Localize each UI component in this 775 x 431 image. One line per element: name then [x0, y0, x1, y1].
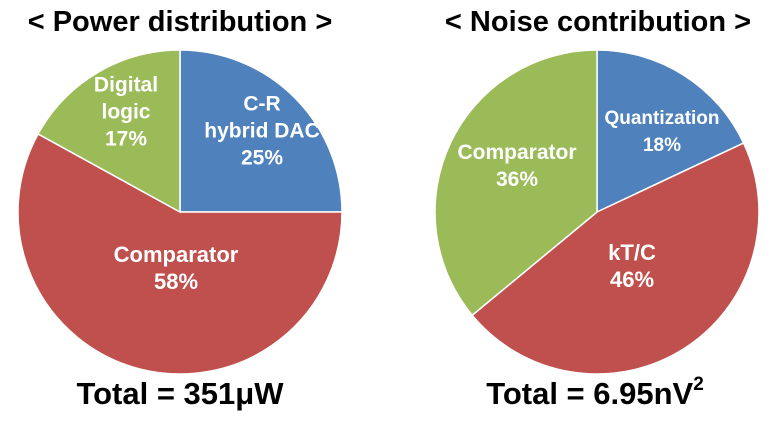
power-slice-0 — [179, 49, 343, 213]
power-slice-1 — [17, 132, 343, 375]
power-distribution-title: < Power distribution > — [27, 6, 333, 38]
noise-slice-label-1: kT/C 46% — [608, 240, 656, 292]
noise-total-label: Total = 6.95nV — [486, 376, 694, 411]
noise-slice-label-0-line-1: 18% — [643, 135, 681, 156]
noise-slice-label-0: Quantization 18% — [604, 108, 719, 156]
power-slice-label-0-line-0: C-R — [243, 92, 280, 115]
noise-contribution-pie: Quantization 18% kT/C 46% Comparator 36% — [434, 49, 760, 375]
power-slice-label-0: C-R hybrid DAC 25% — [204, 92, 320, 169]
noise-slice-label-1-line-0: kT/C — [608, 240, 656, 265]
noise-slice-0 — [596, 49, 745, 214]
noise-slice-label-2-line-0: Comparator — [457, 141, 576, 164]
noise-total-sup: 2 — [693, 374, 704, 395]
power-slice-2 — [37, 49, 181, 214]
noise-slice-label-2-line-1: 36% — [496, 168, 538, 191]
noise-slice-label-1-line-1: 46% — [610, 267, 654, 292]
noise-slice-label-2: Comparator 36% — [457, 141, 576, 191]
power-slice-label-2: Digital logic 17% — [94, 73, 158, 150]
noise-slice-label-0-line-0: Quantization — [604, 108, 719, 129]
power-slice-label-0-line-1: hybrid DAC — [204, 119, 320, 142]
power-slice-label-1-line-1: 58% — [154, 269, 198, 294]
power-slice-label-2-line-1: logic — [101, 100, 150, 123]
power-slice-label-2-line-0: Digital — [94, 73, 158, 96]
noise-total: Total = 6.95nV2 — [445, 374, 745, 412]
power-slice-label-2-line-2: 17% — [105, 127, 147, 150]
power-distribution-pie: C-R hybrid DAC 25% Comparator 58% Digital logi… — [17, 49, 343, 375]
power-total: Total = 351μW — [30, 376, 330, 412]
noise-slice-1 — [471, 142, 760, 375]
power-total-label: Total = 351μW — [76, 376, 284, 411]
power-slice-label-1: Comparator 58% — [114, 242, 239, 294]
power-slice-label-0-line-2: 25% — [241, 146, 283, 169]
power-slice-label-1-line-0: Comparator — [114, 242, 239, 267]
noise-slice-2 — [434, 49, 598, 317]
noise-contribution-title: < Noise contribution > — [444, 6, 752, 38]
